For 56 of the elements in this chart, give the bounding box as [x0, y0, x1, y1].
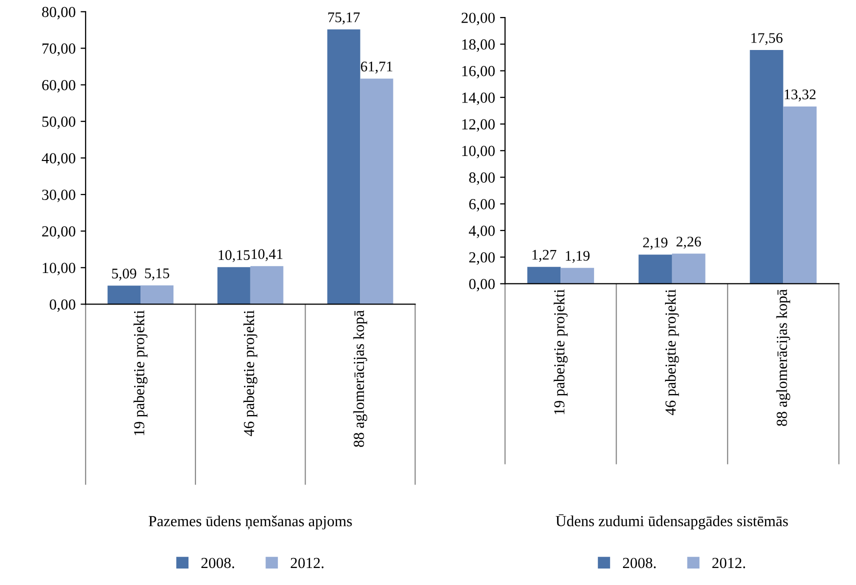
- bar: [217, 267, 250, 304]
- y-tick-label: 60,00: [42, 80, 76, 92]
- data-label: 1,27: [532, 250, 556, 262]
- data-label: 1,19: [566, 250, 590, 263]
- bar: [672, 254, 706, 284]
- bar: [750, 50, 784, 284]
- bar: [140, 285, 174, 304]
- x-tick-label: 19 pabeigtie projekti: [554, 289, 568, 414]
- data-label: 75,17: [328, 12, 360, 24]
- bar: [108, 286, 141, 304]
- bar: [783, 106, 817, 284]
- y-tick-label: 14,00: [462, 92, 495, 106]
- y-tick-label: 50,00: [42, 116, 76, 130]
- x-tick-label: 46 pabeigtie projekti: [243, 310, 258, 436]
- data-label: 61,71: [360, 62, 392, 74]
- y-tick-label: 12,00: [462, 119, 495, 132]
- x-axis-title: Pazemes ūdens ņemšanas apjoms: [148, 516, 352, 530]
- x-tick-label: 88 aglomerācijas kopā: [353, 310, 368, 447]
- data-label: 13,32: [784, 90, 816, 102]
- x-tick-label: 88 aglomerācijas kopā: [776, 289, 790, 426]
- bar: [638, 254, 672, 284]
- data-label: 10,15: [218, 250, 250, 262]
- data-label: 5,15: [145, 268, 170, 280]
- data-label: 2,26: [676, 236, 701, 249]
- y-tick-label: 2,00: [469, 252, 495, 265]
- legend-label: 2012.: [290, 558, 324, 568]
- bar: [527, 266, 561, 284]
- data-label: 10,41: [252, 249, 282, 262]
- legend-label: 2012.: [712, 558, 746, 568]
- y-tick-label: 10,00: [462, 146, 495, 158]
- y-tick-label: 16,00: [462, 66, 495, 78]
- y-tick-label: 40,00: [42, 153, 76, 166]
- y-tick-label: 80,00: [42, 6, 76, 20]
- legend-label: 2008.: [622, 558, 656, 568]
- bar: [360, 78, 394, 304]
- x-axis-title: Ūdens zudumi ūdensapgādes sistēmās: [556, 514, 788, 530]
- y-tick-label: 70,00: [42, 43, 76, 56]
- y-tick-label: 0,00: [469, 278, 495, 292]
- y-tick-label: 8,00: [469, 172, 495, 185]
- x-tick-label: 46 pabeigtie projekti: [665, 289, 679, 416]
- bar: [327, 29, 360, 304]
- y-tick-label: 6,00: [469, 199, 495, 212]
- bar: [560, 268, 594, 284]
- x-tick-label: 19 pabeigtie projekti: [134, 310, 148, 436]
- y-tick-label: 4,00: [468, 226, 495, 238]
- data-label: 17,56: [751, 33, 783, 45]
- y-tick-label: 0,00: [50, 299, 76, 312]
- y-tick-label: 30,00: [42, 190, 76, 202]
- y-tick-label: 18,00: [462, 39, 495, 52]
- data-label: 2,19: [643, 238, 668, 250]
- data-label: 5,09: [112, 268, 136, 281]
- y-tick-label: 20,00: [462, 12, 495, 26]
- y-tick-label: 20,00: [42, 226, 76, 239]
- legend-label: 2008.: [201, 558, 234, 568]
- y-tick-label: 10,00: [42, 262, 76, 276]
- bar: [250, 266, 284, 304]
